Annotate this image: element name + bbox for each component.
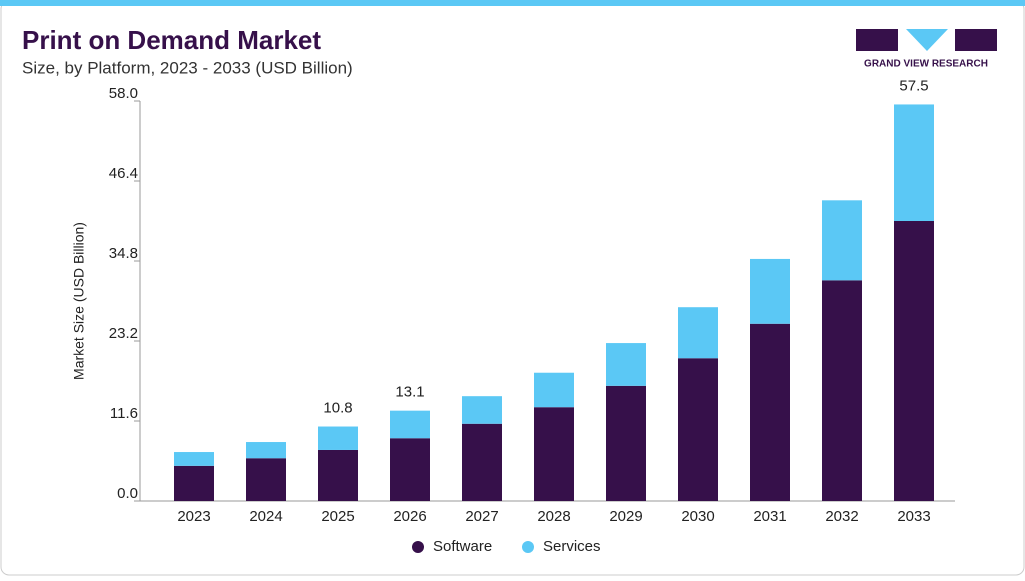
- bar-segment: [462, 396, 502, 424]
- total-label: 10.8: [323, 399, 352, 416]
- x-tick-label: 2023: [177, 508, 210, 525]
- y-axis-label: Market Size (USD Billion): [71, 222, 87, 380]
- bar-segment: [246, 442, 286, 459]
- bar-segment: [534, 372, 574, 408]
- bar-segment: [174, 452, 214, 466]
- top-band: [0, 0, 1025, 6]
- brand: GRAND VIEW RESEARCH: [864, 59, 988, 70]
- bar-segment: [894, 104, 934, 221]
- y-tick-label: 0.0: [117, 485, 138, 502]
- bar-segment: [750, 323, 790, 501]
- bar-segment: [894, 221, 934, 501]
- logo: GRAND VIEW RESEARCH: [856, 29, 997, 70]
- bar-segment: [750, 258, 790, 324]
- bar-segment: [678, 307, 718, 359]
- x-tick-label: 2026: [393, 508, 426, 525]
- x-tick-label: 2025: [321, 508, 354, 525]
- y-tick-label: 46.4: [109, 165, 138, 182]
- bar-segment: [822, 200, 862, 281]
- x-tick-label: 2033: [897, 508, 930, 525]
- x-tick-label: 2032: [825, 508, 858, 525]
- chart-subtitle: Size, by Platform, 2023 - 2033 (USD Bill…: [22, 58, 353, 77]
- bar-segment: [246, 458, 286, 501]
- x-tick-label: 2029: [609, 508, 642, 525]
- legend-marker: [412, 541, 424, 553]
- bar-segment: [606, 343, 646, 386]
- y-tick-label: 11.6: [110, 405, 138, 422]
- x-tick-label: 2027: [465, 508, 498, 525]
- bar-segment: [318, 449, 358, 501]
- bar-segment: [318, 426, 358, 450]
- legend-marker: [522, 541, 534, 553]
- bar-segment: [606, 385, 646, 501]
- x-tick-label: 2030: [681, 508, 714, 525]
- x-tick-label: 2024: [249, 508, 282, 525]
- legend-label: Services: [543, 538, 601, 555]
- total-label: 13.1: [395, 384, 424, 401]
- bar-segment: [678, 358, 718, 501]
- chart-title: Print on Demand Market: [22, 25, 321, 55]
- bar-segment: [462, 423, 502, 501]
- y-tick-label: 23.2: [109, 325, 138, 342]
- bar-segment: [390, 438, 430, 501]
- x-tick-label: 2031: [753, 508, 786, 525]
- bar-segment: [534, 407, 574, 501]
- bar-segment: [822, 280, 862, 501]
- x-tick-label: 2028: [537, 508, 570, 525]
- legend-label: Software: [433, 538, 492, 555]
- y-tick-label: 58.0: [109, 85, 138, 102]
- bar-segment: [174, 465, 214, 501]
- total-label: 57.5: [899, 77, 928, 94]
- y-tick-label: 34.8: [109, 245, 138, 262]
- bar-segment: [390, 410, 430, 439]
